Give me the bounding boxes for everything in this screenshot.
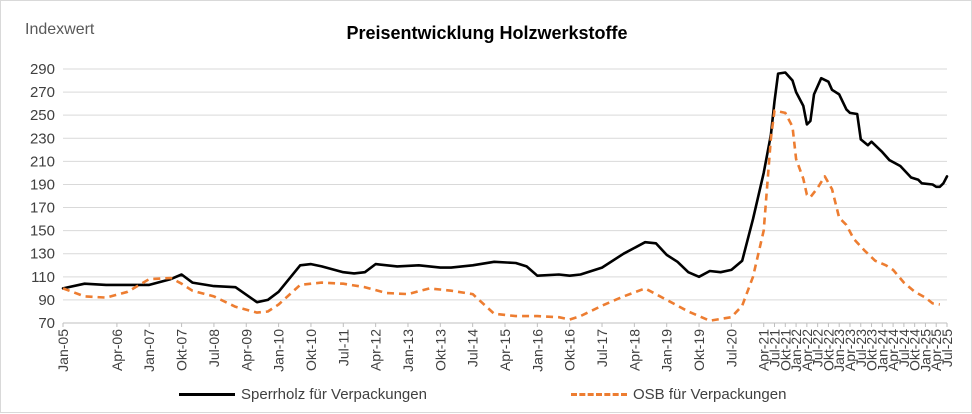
x-tick-label-26: Jul-22 [810,329,826,367]
x-tick-label-31: Okt-23 [864,329,880,371]
y-tick-label-170: 170 [30,200,55,217]
x-tick-label-36: Jan-25 [917,329,933,372]
x-tick-label-8: Jul-11 [335,329,351,366]
x-tick-label-11: Okt-13 [432,329,448,371]
legend-label-osb: OSB für Verpackungen [633,386,787,403]
x-tick-label-30: Jul-23 [853,329,869,367]
x-tick-label-21: Apr-21 [756,329,772,371]
x-tick-label-10: Jan-13 [400,329,416,372]
x-tick-label-28: Jan-23 [831,329,847,372]
x-tick-label-19: Okt-19 [691,329,707,371]
x-tick-label-1: Apr-06 [109,329,125,371]
y-tick-label-70: 70 [38,315,55,332]
x-tick-label-24: Jan-22 [788,329,804,372]
legend-label-sperrholz: Sperrholz für Verpackungen [241,386,427,403]
x-tick-label-37: Apr-25 [928,329,944,371]
y-tick-label-290: 290 [30,61,55,78]
y-tick-label-90: 90 [38,292,55,309]
x-tick-label-16: Jul-17 [594,329,610,367]
x-tick-label-32: Jan-24 [874,329,890,372]
legend-item-sperrholz: Sperrholz für Verpackungen [179,386,427,403]
y-tick-label-190: 190 [30,176,55,193]
series-line-0 [61,71,949,304]
x-tick-label-18: Jan-19 [659,329,675,372]
x-tick-label-4: Jul-08 [206,329,222,367]
series-line-1 [62,109,940,323]
x-tick-label-9: Apr-12 [368,329,384,371]
x-tick-label-20: Jul-20 [723,329,739,367]
x-tick-label-15: Okt-16 [562,329,578,371]
x-tick-label-12: Jul-14 [465,329,481,367]
x-tick-label-6: Jan-10 [271,329,287,372]
x-tick-label-0: Jan-05 [55,329,71,372]
x-tick-label-5: Apr-09 [238,329,254,371]
y-tick-label-110: 110 [31,269,55,286]
x-tick-label-14: Jan-16 [529,329,545,372]
y-axis-label: Indexwert [25,21,95,38]
legend-swatch-sperrholz [179,393,235,396]
x-tick-label-22: Jul-21 [767,329,783,367]
x-tick-label-29: Apr-23 [842,329,858,371]
x-tick-label-13: Apr-15 [497,329,513,371]
x-tick-label-34: Jul-24 [896,329,912,367]
x-tick-label-33: Apr-24 [885,329,901,371]
y-tick-label-250: 250 [30,107,55,124]
x-tick-label-27: Okt-22 [820,329,836,371]
x-tick-label-25: Apr-22 [799,329,815,371]
x-tick-label-2: Jan-07 [141,329,157,372]
y-tick-label-230: 230 [30,130,55,147]
x-tick-label-38: Jul-25 [939,329,955,367]
y-tick-label-210: 210 [30,153,55,170]
x-tick-label-35: Okt-24 [907,329,923,371]
x-tick-label-7: Okt-10 [303,329,319,371]
y-tick-label-130: 130 [30,246,55,263]
y-tick-label-150: 150 [30,223,55,240]
legend-item-osb: OSB für Verpackungen [571,386,786,403]
x-tick-label-23: Okt-21 [777,329,793,371]
chart-title: Preisentwicklung Holzwerkstoffe [346,23,628,43]
legend: Sperrholz für Verpackungen OSB für Verpa… [1,386,972,408]
y-tick-label-270: 270 [30,84,55,101]
x-tick-label-17: Apr-18 [626,329,642,371]
legend-swatch-osb [571,393,627,396]
x-tick-label-3: Okt-07 [174,329,190,371]
